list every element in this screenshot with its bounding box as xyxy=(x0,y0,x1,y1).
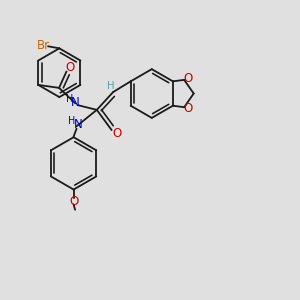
Text: O: O xyxy=(183,72,192,85)
Text: O: O xyxy=(65,61,75,74)
Text: H: H xyxy=(68,116,75,126)
Text: N: N xyxy=(70,96,79,109)
Text: H: H xyxy=(107,80,115,91)
Text: O: O xyxy=(183,103,192,116)
Text: O: O xyxy=(112,127,122,140)
Text: N: N xyxy=(74,118,82,131)
Text: H: H xyxy=(66,94,74,103)
Text: O: O xyxy=(69,195,78,208)
Text: Br: Br xyxy=(36,40,50,52)
